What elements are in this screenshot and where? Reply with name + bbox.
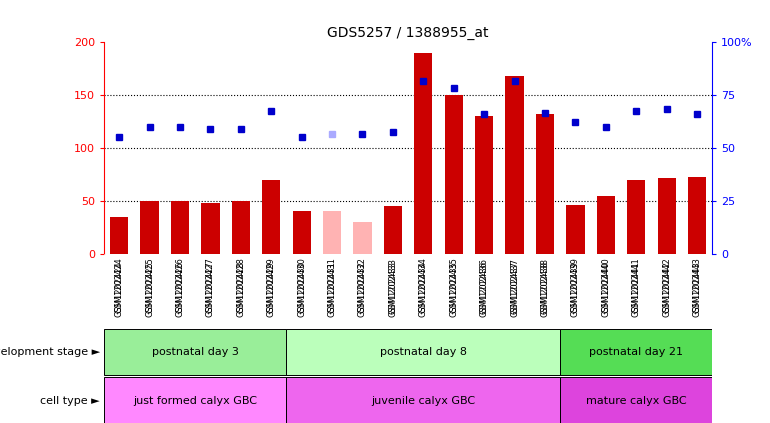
Text: development stage ►: development stage ► [0,347,100,357]
Bar [560,377,712,423]
Bar [104,377,286,423]
Text: GSM1202442: GSM1202442 [662,258,671,313]
Bar [597,196,615,254]
Text: GSM1202427: GSM1202427 [206,258,215,313]
Text: juvenile calyx GBC: juvenile calyx GBC [371,396,475,406]
Text: postnatal day 8: postnatal day 8 [380,347,467,357]
Bar [475,116,494,254]
Bar [566,205,584,254]
Bar [171,201,189,254]
Title: GDS5257 / 1388955_at: GDS5257 / 1388955_at [327,26,489,40]
Text: mature calyx GBC: mature calyx GBC [586,396,687,406]
Text: GSM1202434: GSM1202434 [419,258,428,313]
Bar [286,329,560,376]
Text: GSM1202439: GSM1202439 [571,258,580,313]
Bar [560,329,712,376]
Text: GSM1202437: GSM1202437 [510,258,519,313]
Bar [627,180,645,254]
Text: GSM1202428: GSM1202428 [236,258,246,313]
Text: GSM1202435: GSM1202435 [449,258,458,313]
Text: just formed calyx GBC: just formed calyx GBC [133,396,257,406]
Bar [110,217,129,254]
Text: GSM1202441: GSM1202441 [631,258,641,313]
Text: GSM1202426: GSM1202426 [176,258,185,313]
Text: GSM1202440: GSM1202440 [601,258,611,313]
Text: GSM1202433: GSM1202433 [388,258,397,313]
Text: GSM1202425: GSM1202425 [145,258,154,313]
Bar [444,95,463,254]
Bar [286,377,560,423]
Bar [536,114,554,254]
Bar [201,203,219,254]
Bar [688,177,706,254]
Text: GSM1202429: GSM1202429 [266,258,276,313]
Bar [104,329,286,376]
Bar [323,212,341,254]
Text: GSM1202436: GSM1202436 [480,258,489,313]
Bar [293,212,311,254]
Bar [140,201,159,254]
Text: GSM1202430: GSM1202430 [297,258,306,313]
Bar [414,53,433,254]
Text: postnatal day 21: postnatal day 21 [589,347,683,357]
Bar [658,178,676,254]
Bar [262,180,280,254]
Text: GSM1202438: GSM1202438 [541,258,550,313]
Bar [232,201,250,254]
Bar [383,206,402,254]
Bar [505,76,524,254]
Text: cell type ►: cell type ► [41,396,100,406]
Bar [353,222,372,254]
Text: GSM1202431: GSM1202431 [327,258,336,313]
Text: postnatal day 3: postnatal day 3 [152,347,239,357]
Text: GSM1202424: GSM1202424 [115,258,124,313]
Text: GSM1202443: GSM1202443 [692,258,701,313]
Text: GSM1202432: GSM1202432 [358,258,367,313]
